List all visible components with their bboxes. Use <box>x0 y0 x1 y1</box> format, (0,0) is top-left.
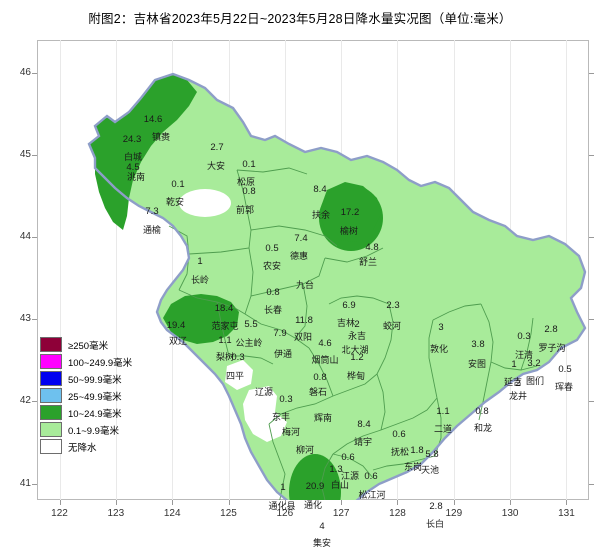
precip-band-medium-yushu <box>319 182 383 251</box>
x-tick-label: 131 <box>558 508 575 519</box>
liaoyuan-dry-patch <box>243 386 287 442</box>
legend: ≥250毫米 100~249.9毫米 50~99.9毫米 25~49.9毫米 10~24… <box>40 336 152 455</box>
legend-color-swatch <box>40 371 62 386</box>
legend-item[interactable]: 10~24.9毫米 <box>40 404 152 421</box>
station-name-text: 通化 <box>303 500 323 510</box>
page-title: 附图2：吉林省2023年5月22日~2023年5月28日降水量实况图（单位:毫米… <box>88 12 512 26</box>
precip-band-medium-nw <box>89 74 197 230</box>
legend-color-swatch <box>40 354 62 369</box>
x-tick-label: 123 <box>107 508 125 519</box>
y-tick-label: 43 <box>19 313 31 325</box>
y-tick-mark <box>32 401 37 403</box>
qianan-dry-patch <box>179 189 231 217</box>
legend-item-label: 25~49.9毫米 <box>68 391 122 403</box>
y-tick-label: 41 <box>19 477 31 489</box>
legend-item[interactable]: 25~49.9毫米 <box>40 387 152 404</box>
x-tick-mark <box>284 500 286 505</box>
legend-item-label: 100~249.9毫米 <box>68 357 133 369</box>
y-tick-mark-right <box>589 319 594 321</box>
legend-item-label: ≥250毫米 <box>68 340 109 352</box>
shuangliao-heavy-patch <box>163 294 239 344</box>
y-tick-label: 44 <box>19 231 31 243</box>
x-tick-label: 130 <box>501 508 519 519</box>
precip-band-medium-tonghua <box>289 454 341 500</box>
x-tick-mark <box>341 500 343 505</box>
x-tick-label: 128 <box>389 508 406 519</box>
y-tick-mark-right <box>589 237 594 239</box>
legend-item[interactable]: 50~99.9毫米 <box>40 370 152 387</box>
y-tick-mark-right <box>589 155 594 156</box>
siping-dry-patch <box>225 360 253 390</box>
x-tick-label: 126 <box>276 508 294 519</box>
station-name: 长白 <box>426 519 444 529</box>
x-tick-mark <box>59 500 61 505</box>
tonghua-heavy-patch <box>289 454 341 500</box>
y-tick-mark <box>32 319 37 321</box>
station-name: 通化 <box>304 500 322 510</box>
yushu-heavy-ext <box>319 182 381 242</box>
x-tick-label: 124 <box>163 508 181 519</box>
station-value-text: 4 <box>319 521 325 532</box>
x-tick-mark <box>115 500 117 505</box>
grid-line-vertical <box>115 40 117 500</box>
legend-color-swatch <box>40 388 62 403</box>
legend-item[interactable]: ≥250毫米 <box>40 336 152 353</box>
province-border-outline <box>87 72 587 500</box>
y-tick-mark-right <box>589 72 594 74</box>
legend-item-label: 10~24.9毫米 <box>68 408 122 420</box>
county-borders <box>168 167 538 500</box>
y-tick-mark <box>32 72 37 74</box>
x-tick-mark <box>566 500 568 505</box>
y-tick-label: 45 <box>19 149 31 160</box>
legend-color-swatch <box>40 422 62 437</box>
x-tick-mark <box>228 500 230 505</box>
x-tick-label: 122 <box>51 508 68 519</box>
no-precip-areas <box>179 189 287 442</box>
legend-item[interactable]: 100~249.9毫米 <box>40 353 152 370</box>
y-tick-mark <box>32 237 37 239</box>
y-tick-label: 46 <box>19 66 31 78</box>
grid-line-vertical <box>172 40 174 500</box>
province-base-fill <box>89 74 585 500</box>
legend-color-swatch <box>40 337 62 352</box>
y-tick-mark <box>32 155 37 156</box>
legend-color-swatch <box>40 439 62 454</box>
x-tick-label: 129 <box>445 508 463 519</box>
station-name: 集安 <box>313 538 331 548</box>
x-tick-mark <box>172 500 174 505</box>
legend-item-label: 50~99.9毫米 <box>68 374 122 386</box>
jilin-province-map <box>87 72 587 500</box>
precipitation-map-page: 附图2：吉林省2023年5月22日~2023年5月28日降水量实况图（单位:毫米… <box>19 12 594 548</box>
grid-line-vertical <box>59 40 61 500</box>
y-tick-mark <box>32 483 37 485</box>
legend-item-label: 0.1~9.9毫米 <box>68 425 119 437</box>
legend-color-swatch <box>40 405 62 420</box>
legend-item[interactable]: 无降水 <box>40 438 152 455</box>
station-name-text: 集安 <box>312 538 332 548</box>
station-value: 4 <box>319 522 324 532</box>
y-tick-mark-right <box>589 401 594 403</box>
precip-band-light <box>89 74 585 500</box>
x-tick-mark <box>510 500 512 505</box>
station-name-text: 长白 <box>425 519 445 529</box>
y-tick-mark-right <box>589 483 594 485</box>
legend-item[interactable]: 0.1~9.9毫米 <box>40 421 152 438</box>
y-tick-label: 42 <box>19 395 31 407</box>
precip-band-medium-shuangliao <box>163 294 239 344</box>
x-tick-label: 127 <box>332 508 350 519</box>
nw-heavy-patch <box>89 74 197 230</box>
x-tick-label: 125 <box>220 508 237 519</box>
x-tick-mark <box>453 500 455 505</box>
x-tick-mark <box>397 500 399 505</box>
legend-item-label: 无降水 <box>68 442 97 454</box>
